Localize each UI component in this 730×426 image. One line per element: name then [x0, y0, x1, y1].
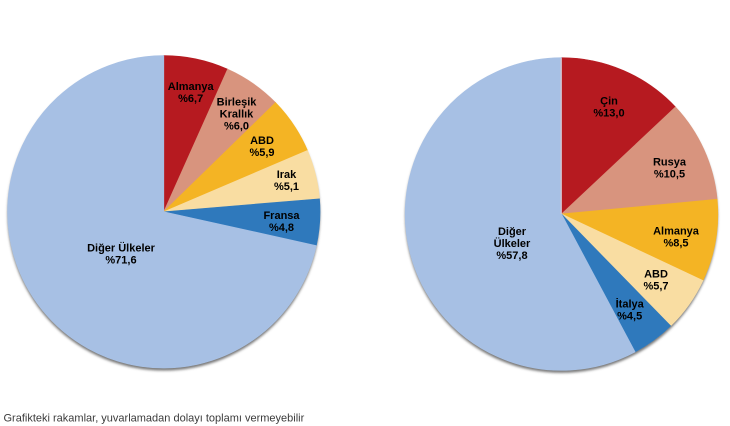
svg-text:Birleşik: Birleşik [217, 97, 258, 109]
svg-text:%5,9: %5,9 [249, 147, 274, 159]
svg-text:Krallık: Krallık [220, 109, 255, 121]
svg-text:%5,1: %5,1 [274, 181, 299, 193]
svg-text:Ülkeler: Ülkeler [494, 237, 531, 250]
svg-text:ABD: ABD [250, 135, 274, 147]
svg-text:Diğer Ülkeler: Diğer Ülkeler [87, 242, 156, 255]
svg-text:Çin: Çin [600, 96, 618, 108]
svg-text:%6,0: %6,0 [224, 121, 249, 133]
svg-text:Grafikteki rakamlar, yuvarlama: Grafikteki rakamlar, yuvarlamadan dolayı… [4, 412, 305, 424]
svg-text:%71,6: %71,6 [105, 255, 136, 267]
svg-text:Fransa: Fransa [263, 210, 300, 222]
svg-text:%10,5: %10,5 [654, 169, 685, 181]
svg-text:Diğer: Diğer [498, 226, 527, 238]
svg-text:%6,7: %6,7 [178, 93, 203, 105]
svg-text:Rusya: Rusya [653, 157, 687, 169]
svg-text:Almanya: Almanya [168, 81, 215, 93]
svg-text:ABD: ABD [644, 269, 668, 281]
svg-text:İtalya: İtalya [616, 298, 645, 311]
svg-text:%13,0: %13,0 [593, 108, 624, 120]
svg-text:%8,5: %8,5 [663, 238, 688, 250]
svg-text:%4,8: %4,8 [269, 222, 294, 234]
svg-text:Irak: Irak [277, 169, 297, 181]
svg-text:%5,7: %5,7 [643, 281, 668, 293]
svg-text:%57,8: %57,8 [496, 250, 527, 262]
svg-text:Almanya: Almanya [653, 226, 700, 238]
svg-text:%4,5: %4,5 [617, 311, 642, 323]
